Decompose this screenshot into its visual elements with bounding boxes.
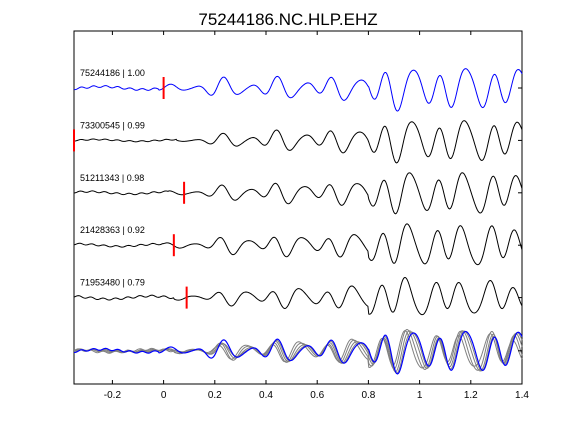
trace-label-2: 73300545 | 0.99 — [80, 120, 145, 130]
x-tick-label-8: 1.4 — [515, 390, 529, 401]
traces-layer — [73, 68, 523, 316]
trace-label-3: 51211343 | 0.98 — [80, 173, 144, 183]
trace-label-1: 75244186 | 1.00 — [80, 68, 145, 78]
x-axis: -0.2 0 0.2 0.4 0.6 0.8 1 1.2 1.4 — [104, 31, 529, 401]
chart-title: 75244186.NC.HLP.EHZ — [198, 10, 377, 29]
trace-labels: 75244186 | 1.00 73300545 | 0.99 51211343 |… — [80, 68, 145, 288]
pick-markers — [73, 77, 188, 309]
trace-label-4: 21428363 | 0.92 — [80, 225, 145, 235]
x-tick-label-1: 0 — [161, 390, 167, 401]
trace-line-5 — [73, 276, 523, 316]
overlay-stack — [73, 328, 523, 375]
trace-line-3 — [73, 172, 523, 215]
trace-line-4 — [73, 223, 523, 266]
x-tick-label-4: 0.6 — [310, 390, 324, 401]
trace-label-5: 71953480 | 0.79 — [80, 278, 145, 288]
trace-line-1 — [73, 68, 523, 112]
trace-line-2 — [73, 120, 523, 164]
y-axis-ticks — [518, 87, 522, 352]
axes-frame — [73, 30, 523, 385]
x-tick-label-7: 1.2 — [464, 390, 478, 401]
overlay-line-reference — [73, 330, 523, 375]
x-tick-label-0: -0.2 — [104, 390, 122, 401]
x-tick-label-5: 0.8 — [361, 390, 375, 401]
x-tick-label-6: 1 — [417, 390, 423, 401]
x-tick-label-3: 0.4 — [259, 390, 273, 401]
x-tick-label-2: 0.2 — [208, 390, 222, 401]
